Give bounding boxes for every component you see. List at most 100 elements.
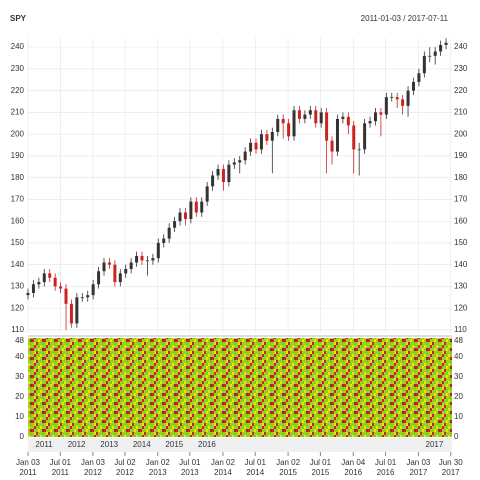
candle-body: [444, 42, 448, 45]
candle-body: [167, 227, 171, 239]
x-tick-label: Jan 02: [146, 458, 171, 467]
candle-body: [140, 255, 144, 261]
candle-body: [401, 99, 405, 106]
candle-body: [319, 112, 323, 124]
candle-body: [379, 112, 383, 115]
y-tick-label-right: 140: [454, 260, 468, 269]
y2-tick-label-right: 30: [454, 372, 463, 381]
candle-body: [287, 123, 291, 137]
candle-body: [439, 44, 443, 52]
candle-body: [173, 221, 177, 228]
candle-body: [249, 142, 253, 152]
y2-tick-label: 48: [15, 336, 24, 345]
y-tick-label: 170: [11, 195, 25, 204]
x-tick-year: 2012: [116, 468, 134, 477]
x-tick-label: Jul 01: [375, 458, 397, 467]
x-tick-label: Jun 30: [439, 458, 464, 467]
x-tick-year: 2014: [246, 468, 264, 477]
candle-body: [151, 258, 155, 261]
candle-body: [211, 175, 215, 187]
x-tick-year: 2014: [214, 468, 232, 477]
candle-body: [265, 134, 269, 141]
chart-title: SPY: [10, 14, 27, 23]
candle-body: [227, 164, 231, 183]
candle-body: [276, 118, 280, 132]
candle-body: [243, 151, 247, 161]
x-tick-label: Jul 01: [245, 458, 267, 467]
candle-body: [417, 73, 421, 82]
candle-body: [292, 110, 296, 137]
candle-body: [91, 284, 95, 296]
year-label: 2013: [100, 440, 118, 449]
candle-body: [129, 262, 133, 270]
x-tick-year: 2013: [149, 468, 167, 477]
y-tick-label: 110: [11, 325, 24, 334]
y-tick-label: 160: [11, 216, 25, 225]
candle-body: [221, 168, 225, 183]
y-tick-label-right: 220: [454, 86, 468, 95]
candle-body: [297, 110, 301, 119]
candle-body: [48, 273, 52, 278]
year-label: 2015: [165, 440, 183, 449]
y-tick-label-right: 240: [454, 42, 468, 51]
y-tick-label-right: 150: [454, 238, 468, 247]
y2-tick-label: 40: [15, 352, 24, 361]
y-tick-label: 210: [11, 108, 25, 117]
y-tick-label: 200: [11, 129, 25, 138]
candle-body: [64, 288, 68, 304]
candle-body: [189, 201, 193, 220]
year-label: 2014: [133, 440, 151, 449]
y-tick-label: 140: [11, 260, 25, 269]
y-tick-label: 150: [11, 238, 25, 247]
y-tick-label-right: 170: [454, 195, 468, 204]
x-tick-label: Jan 02: [211, 458, 236, 467]
x-tick-label: Jul 01: [50, 458, 72, 467]
candle-body: [59, 286, 63, 289]
candle-body: [232, 162, 236, 165]
x-tick-year: 2013: [181, 468, 199, 477]
candle-body: [390, 97, 394, 98]
candle-body: [69, 303, 73, 324]
y-tick-label: 120: [11, 303, 25, 312]
y-tick-label-right: 180: [454, 173, 468, 182]
candle-body: [75, 297, 79, 324]
y-tick-label-right: 230: [454, 64, 468, 73]
y2-tick-label: 0: [20, 432, 25, 441]
x-tick-label: Jan 04: [341, 458, 366, 467]
y-tick-label-right: 130: [454, 282, 468, 291]
candle-body: [357, 149, 361, 151]
candle-body: [205, 186, 209, 202]
date-range: 2011-01-03 / 2017-07-11: [361, 14, 449, 23]
candle-body: [281, 118, 285, 124]
x-tick-year: 2016: [344, 468, 362, 477]
x-tick-year: 2011: [19, 468, 37, 477]
y-tick-label: 220: [11, 86, 25, 95]
year-band: [28, 438, 452, 452]
candle-body: [42, 273, 46, 283]
candle-body: [86, 295, 90, 298]
x-tick-year: 2016: [377, 468, 395, 477]
x-tick-year: 2017: [442, 468, 460, 477]
x-tick-label: Jan 03: [16, 458, 41, 467]
candle-body: [238, 160, 242, 163]
candle-body: [325, 112, 329, 141]
candle-body: [124, 269, 128, 274]
candle-body: [178, 212, 182, 222]
y-tick-label-right: 120: [454, 303, 468, 312]
candle-body: [270, 131, 274, 141]
y-tick-label: 190: [11, 151, 25, 160]
candle-body: [156, 242, 160, 259]
y2-tick-label: 10: [15, 412, 24, 421]
candle-body: [200, 201, 204, 213]
candle-body: [26, 292, 30, 296]
candle-body: [308, 110, 312, 115]
candle-body: [145, 260, 149, 262]
candle-body: [216, 168, 220, 176]
candle-body: [411, 81, 415, 91]
x-tick-label: Jul 01: [310, 458, 332, 467]
y2-tick-label-right: 40: [454, 352, 463, 361]
candle-body: [406, 90, 410, 106]
y-tick-label-right: 190: [454, 151, 468, 160]
candle-body: [118, 273, 122, 283]
